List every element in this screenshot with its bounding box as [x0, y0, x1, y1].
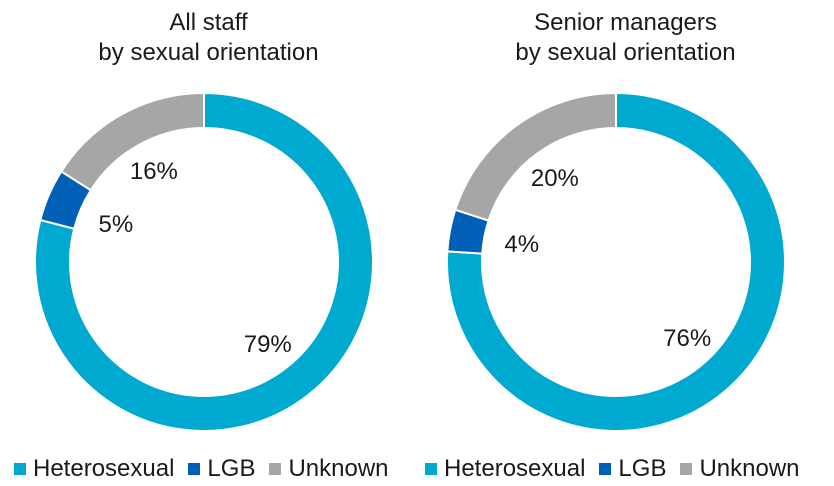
- legend: Heterosexual LGB Unknown: [425, 454, 814, 484]
- legend-item-unknown: Unknown: [680, 455, 800, 483]
- legend-label: Heterosexual: [33, 455, 175, 482]
- data-label-heterosexual: 79%: [244, 331, 292, 358]
- legend-label: Unknown: [699, 455, 800, 482]
- legend-swatch-heterosexual: [14, 463, 26, 475]
- chart-title: Senior managers by sexual orientation: [417, 8, 834, 68]
- legend-swatch-unknown: [680, 463, 693, 475]
- data-label-lgb: 5%: [99, 211, 134, 238]
- legend-item-unknown: Unknown: [269, 455, 389, 483]
- chart-panel-all-staff: All staff by sexual orientation 79% 5% 16%…: [0, 8, 417, 484]
- legend-label: LGB: [207, 455, 256, 482]
- data-label-unknown: 20%: [531, 165, 579, 192]
- chart-panel-senior-managers: Senior managers by sexual orientation 76…: [417, 0, 834, 486]
- legend-item-lgb: LGB: [188, 455, 255, 483]
- legend-item-heterosexual: Heterosexual: [14, 455, 174, 483]
- legend-item-heterosexual: Heterosexual: [425, 455, 585, 483]
- chart-title-line-2: by sexual orientation: [515, 39, 736, 66]
- donut-slice-heterosexual: [34, 91, 374, 432]
- chart-title-line-1: All staff: [169, 9, 248, 36]
- legend-swatch-lgb: [188, 463, 201, 475]
- legend: Heterosexual LGB Unknown: [14, 454, 403, 484]
- legend-label: Heterosexual: [444, 455, 586, 482]
- donut-slice-unknown: [59, 91, 205, 192]
- legend-label: LGB: [618, 455, 667, 482]
- legend-label: Unknown: [288, 455, 389, 482]
- legend-swatch-heterosexual: [425, 463, 437, 475]
- donut-chart-senior-managers: 76% 4% 20%: [446, 91, 786, 432]
- data-label-lgb: 4%: [504, 231, 539, 258]
- donut-chart-all-staff: 79% 5% 16%: [34, 91, 374, 432]
- donut-slice-unknown: [454, 91, 617, 222]
- donut-slice-heterosexual: [446, 91, 786, 432]
- data-label-unknown: 16%: [130, 158, 178, 185]
- legend-swatch-unknown: [269, 463, 282, 475]
- chart-title: All staff by sexual orientation: [0, 8, 417, 68]
- legend-item-lgb: LGB: [599, 455, 666, 483]
- data-label-heterosexual: 76%: [663, 325, 711, 352]
- chart-title-line-1: Senior managers: [534, 9, 717, 36]
- legend-swatch-lgb: [599, 463, 612, 475]
- chart-title-line-2: by sexual orientation: [98, 39, 319, 66]
